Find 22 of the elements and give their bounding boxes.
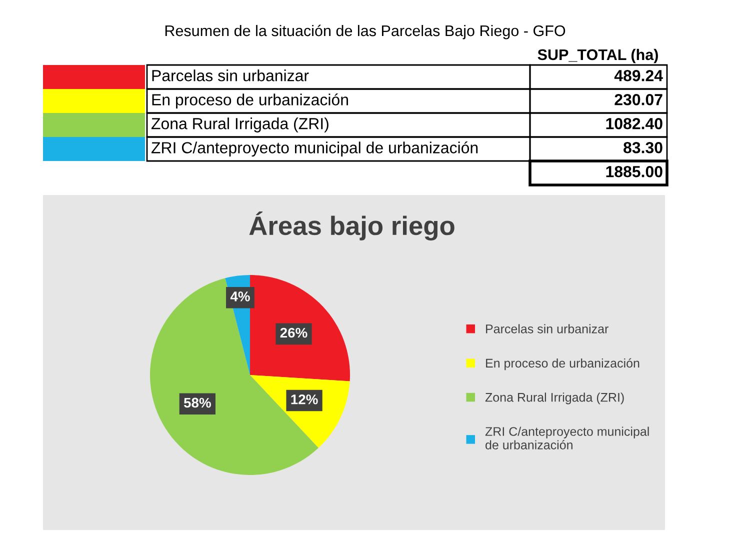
category-label: Parcelas sin urbanizar bbox=[152, 70, 309, 82]
category-label: En proceso de urbanización bbox=[152, 93, 348, 109]
text: 1885.00 bbox=[606, 166, 662, 178]
pie-slice bbox=[250, 275, 350, 382]
category-label: Zona Rural Irrigada (ZRI) bbox=[152, 118, 328, 132]
text: Resumen de la situación de las Parcelas Bajo Riego - GFO bbox=[165, 24, 566, 40]
chart-title: Áreas bajo riego bbox=[249, 212, 454, 240]
data-label: 26% bbox=[280, 328, 308, 338]
text: SUP_TOTAL (ha) bbox=[538, 48, 658, 64]
legend-label: Zona Rural Irrigada (ZRI) bbox=[485, 392, 624, 404]
data-label: 1082.40 bbox=[606, 118, 662, 130]
data-label: 489.24 bbox=[614, 70, 663, 82]
data-label: 58% bbox=[184, 398, 211, 408]
legend-label: En proceso de urbanización bbox=[486, 358, 640, 370]
legend-label: Parcelas sin urbanizar bbox=[486, 324, 608, 334]
legend-label: ZRI C/anteproyecto municipal de urbanización bbox=[485, 426, 649, 450]
category-label: ZRI C/anteproyecto municipal de urbanización bbox=[152, 141, 478, 157]
data-label: 230.07 bbox=[614, 94, 662, 106]
data-label: 83.30 bbox=[624, 142, 662, 154]
data-label: 4% bbox=[230, 292, 250, 302]
pie-slice bbox=[150, 278, 318, 475]
data-label: 12% bbox=[291, 394, 318, 404]
